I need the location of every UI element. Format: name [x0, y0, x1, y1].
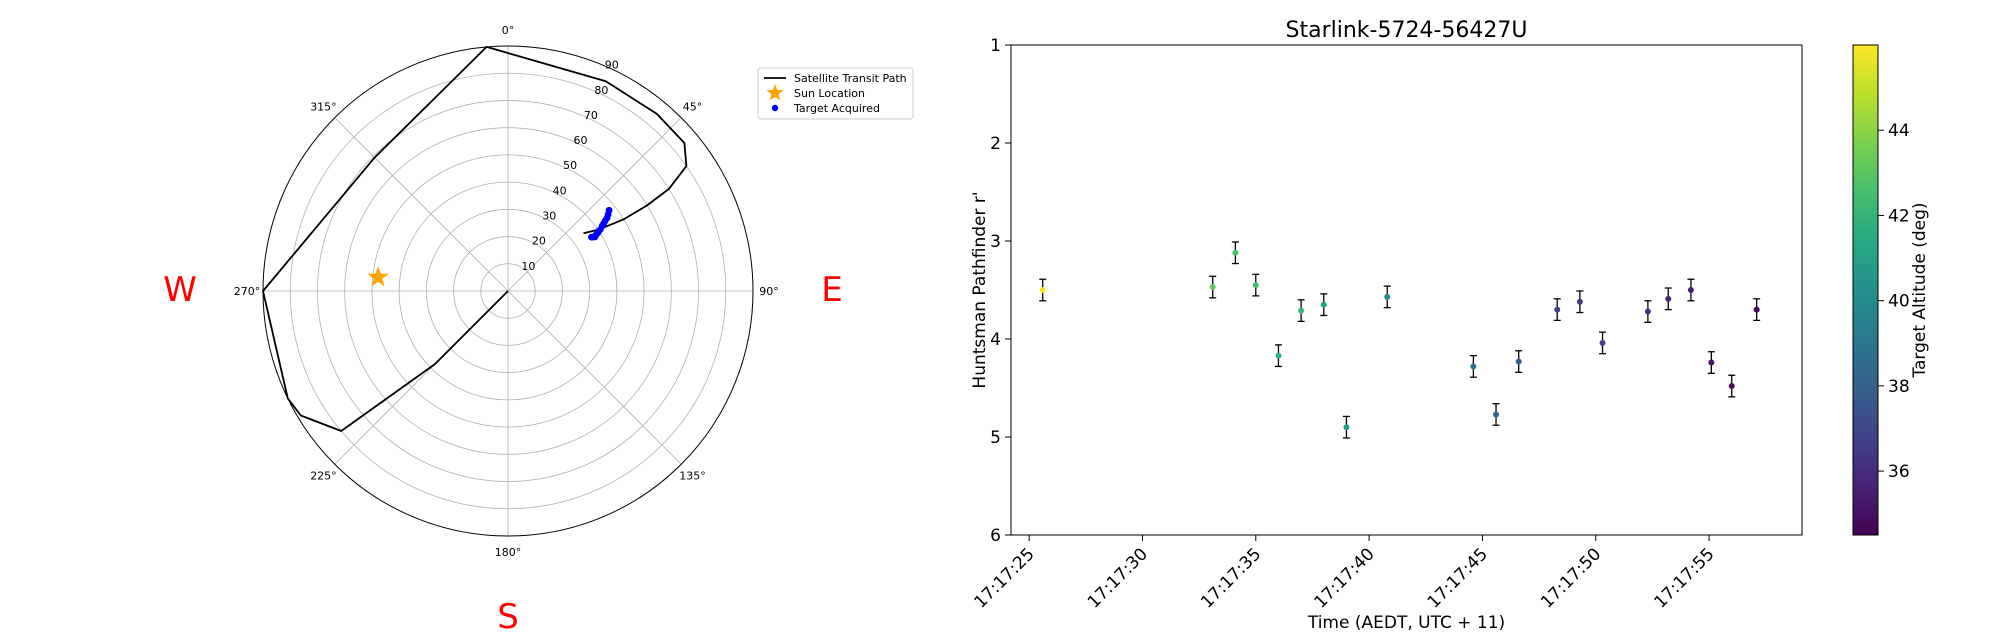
data-point [1384, 293, 1391, 300]
x-tick-label: 17:17:40 [1311, 544, 1379, 612]
angle-tick-label: 315° [310, 100, 337, 113]
polar-chart: 0° 45° 90° 135° 180° 225° 270° 315° 10 20 30 40 50 60… [163, 24, 843, 637]
angle-tick-label: 45° [683, 100, 703, 113]
y-tick-label: 6 [990, 526, 1001, 546]
data-point [1515, 358, 1522, 365]
data-point [1708, 359, 1715, 366]
radial-tick-label: 10 [521, 260, 535, 273]
angular-gridline [334, 117, 509, 292]
legend-dot-swatch [771, 104, 779, 112]
y-tick-label: 5 [990, 428, 1001, 448]
satellite-transit-path [262, 46, 688, 432]
legend-frame [757, 67, 914, 120]
angle-tick-label: 180° [495, 546, 522, 559]
data-point [1252, 282, 1259, 289]
direction-label-w: W [163, 270, 197, 310]
direction-label-s: S [497, 597, 519, 637]
radial-tick-label: 70 [584, 109, 598, 122]
y-tick-label: 2 [990, 134, 1001, 154]
timeseries-chart: 1 2 3 4 5 617:17:25 17:17:30 17:17:35 17:17:40 17… [970, 18, 1803, 633]
radial-tick-label: 30 [542, 210, 556, 223]
direction-label-e: E [821, 270, 842, 310]
data-point [1232, 249, 1239, 256]
colorbar-tick-label: 44 [1888, 121, 1910, 141]
angular-gridline [507, 290, 682, 465]
angle-tick-label: 225° [310, 470, 337, 483]
data-point [1493, 411, 1500, 418]
x-tick-label: 17:17:55 [1650, 544, 1718, 612]
angle-tick-label: 135° [679, 470, 706, 483]
data-point [1728, 383, 1735, 390]
radial-tick-label: 90 [605, 59, 619, 72]
radial-tick-label: 40 [553, 184, 567, 197]
y-tick-label: 4 [990, 330, 1001, 350]
x-tick-label: 17:17:35 [1197, 544, 1265, 612]
y-tick-label: 3 [990, 232, 1001, 252]
data-point [1576, 298, 1583, 305]
data-point [1209, 284, 1216, 291]
data-point [1665, 295, 1672, 302]
sun-location-marker [367, 266, 389, 287]
x-tick-label: 17:17:45 [1424, 544, 1492, 612]
legend-label: Satellite Transit Path [794, 72, 907, 85]
data-point [1753, 306, 1760, 313]
target-acquired-point [605, 206, 613, 214]
colorbar-bar [1852, 44, 1879, 536]
data-point [1599, 339, 1606, 346]
data-point [1298, 307, 1305, 314]
x-tick-label: 17:17:25 [971, 544, 1039, 612]
angular-gridline [507, 117, 682, 292]
colorbar-tick-label: 36 [1888, 462, 1910, 482]
data-point [1644, 308, 1651, 315]
radial-tick-label: 80 [594, 84, 608, 97]
x-tick-label: 17:17:30 [1084, 544, 1152, 612]
x-axis-label: Time (AEDT, UTC + 11) [1307, 613, 1505, 633]
y-axis-label: Huntsman Pathfinder r' [970, 191, 990, 388]
angle-tick-label: 0° [502, 24, 515, 37]
angle-tick-label: 90° [759, 285, 779, 298]
colorbar-tick-label: 42 [1888, 206, 1910, 226]
data-point [1039, 287, 1046, 293]
data-point [1687, 287, 1694, 293]
data-point [1320, 301, 1327, 308]
colorbar-tick-label: 38 [1888, 377, 1910, 397]
radial-tick-label: 20 [532, 235, 546, 248]
radial-tick-label: 60 [574, 134, 588, 147]
data-point [1343, 424, 1350, 431]
radial-tick-label: 50 [563, 159, 577, 172]
data-point [1554, 306, 1561, 313]
colorbar-label: Target Altitude (deg) [1910, 202, 1930, 378]
x-tick-label: 17:17:50 [1537, 544, 1605, 612]
angle-tick-label: 270° [234, 285, 261, 298]
data-point [1275, 352, 1282, 359]
data-point [1470, 363, 1477, 370]
colorbar-tick-label: 40 [1888, 292, 1910, 312]
legend-star-swatch [766, 84, 784, 101]
colorbar: 36 38 40 42 44 Target Altitude (deg) [1852, 44, 1930, 536]
legend-label: Sun Location [794, 87, 865, 100]
legend: Satellite Transit Path Sun Location Target… [757, 67, 914, 120]
chart-title: Starlink-5724-56427U [1286, 18, 1528, 43]
legend-label: Target Acquired [793, 102, 880, 115]
plot-frame [1010, 44, 1803, 536]
y-tick-label: 1 [990, 36, 1001, 56]
